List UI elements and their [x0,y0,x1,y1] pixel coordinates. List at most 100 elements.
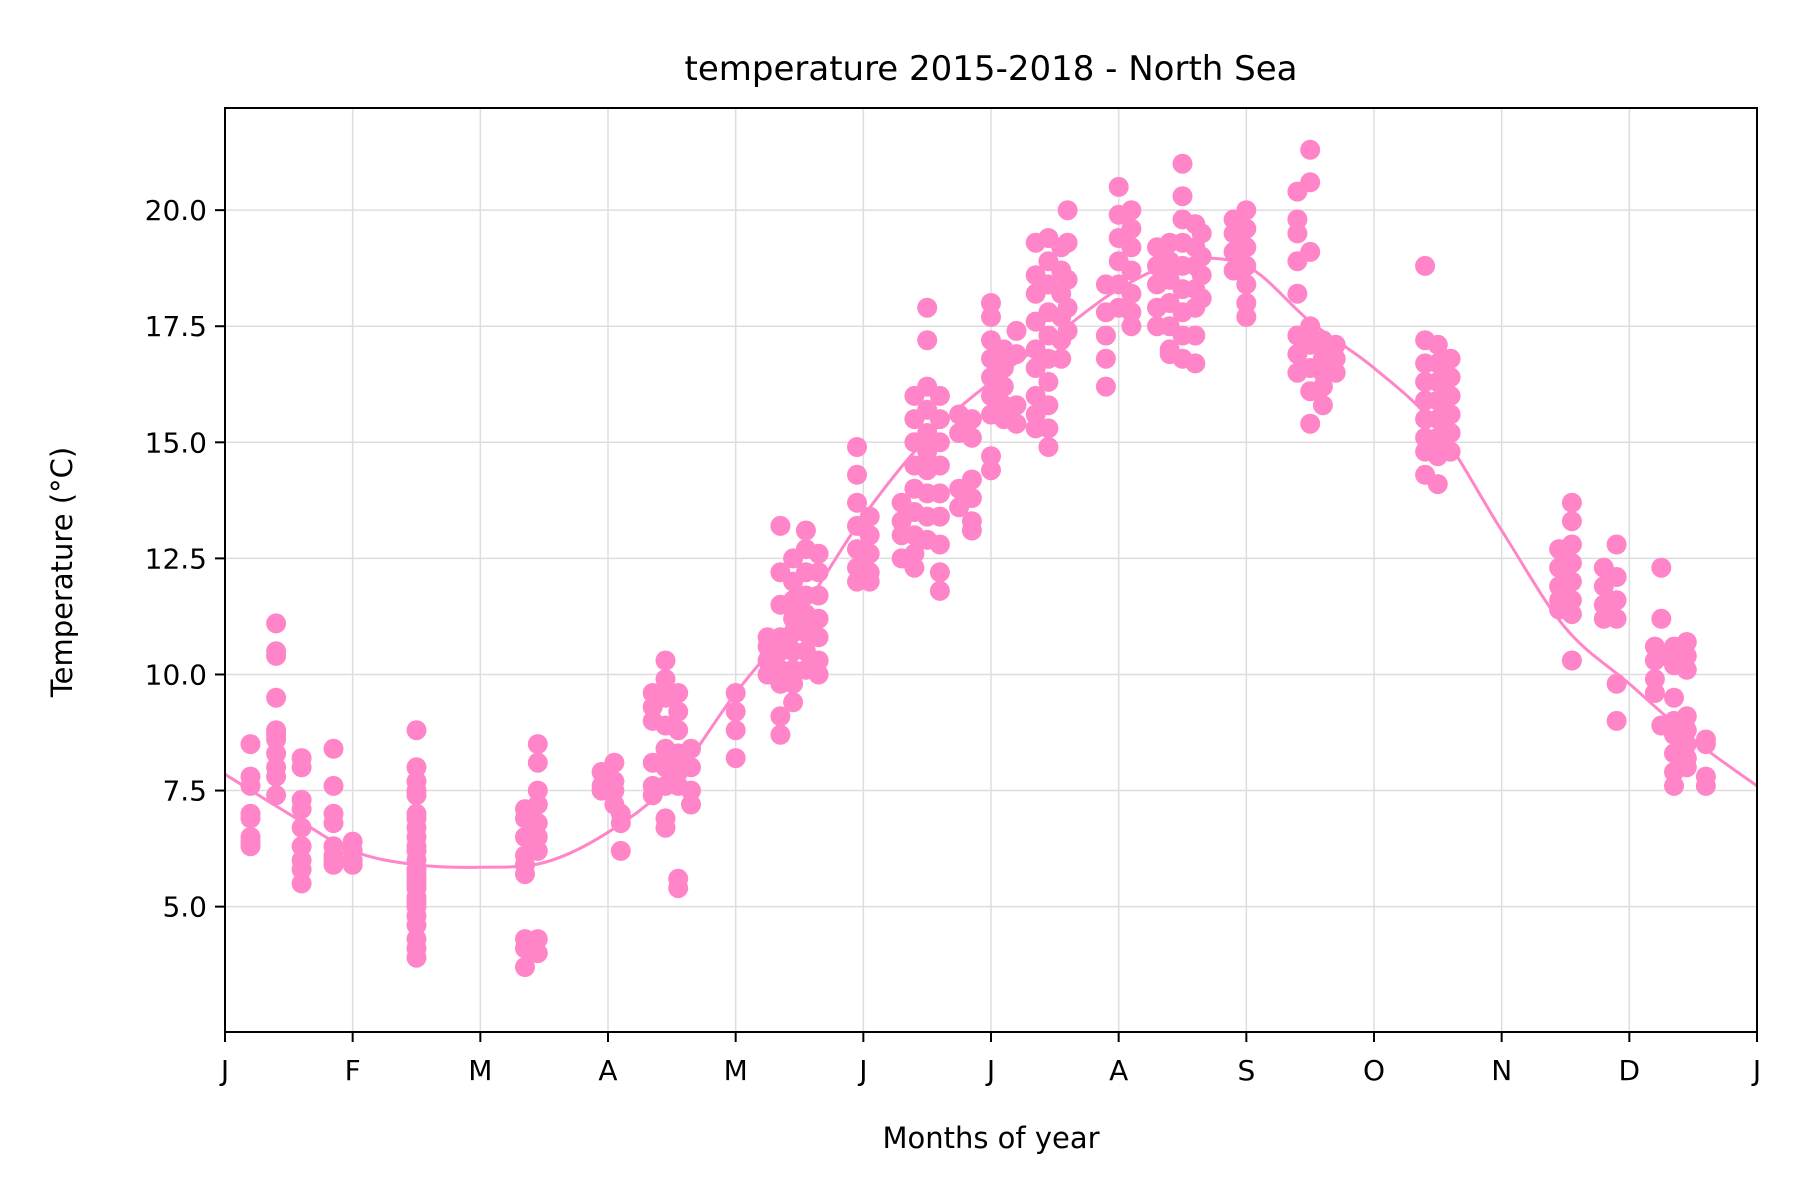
data-point [904,543,925,564]
data-point [406,780,427,801]
data-point [1108,176,1129,197]
data-point [1057,320,1078,341]
data-point [783,692,804,713]
data-point [929,506,950,527]
data-point [240,803,261,824]
data-point [266,613,287,634]
data-point [859,571,880,592]
data-point [1172,186,1193,207]
data-point [1006,395,1027,416]
x-tick-label: J [857,1054,867,1087]
data-point [808,627,829,648]
data-point [961,427,982,448]
data-point [668,878,689,899]
data-point [1440,367,1461,388]
data-point [1676,720,1697,741]
data-point [527,752,548,773]
data-point [1006,413,1027,434]
data-point [808,650,829,671]
x-tick-label: N [1491,1054,1512,1087]
data-point [1121,316,1142,337]
data-point [655,650,676,671]
data-point [655,817,676,838]
data-point [291,789,312,810]
data-point [1676,632,1697,652]
data-point [1057,297,1078,318]
data-point [1561,553,1582,573]
data-point [406,915,427,936]
data-point [406,757,427,778]
data-point [1606,673,1627,694]
data-point [725,720,746,741]
data-point [1191,288,1212,309]
y-axis-ticks: 5.0 7.5 10.0 12.5 15.0 17.5 20.0 [145,194,225,924]
data-point [770,515,791,536]
data-point [1236,237,1257,258]
data-point [406,836,427,857]
data-point [1057,232,1078,253]
data-point [770,724,791,745]
data-point [1191,223,1212,244]
data-point [610,840,631,861]
y-tick-label: 17.5 [145,310,207,343]
data-point [1038,371,1059,392]
data-point [1121,218,1142,239]
data-point [1236,293,1257,313]
data-point [1325,348,1346,369]
x-tick-label: O [1363,1054,1385,1087]
data-point [1440,404,1461,425]
data-point [342,854,363,875]
data-point [1038,418,1059,439]
y-axis-title: Temperature (°C) [45,447,79,698]
data-point [266,785,287,806]
data-point [1121,302,1142,323]
data-point [725,683,746,703]
data-point [1121,283,1142,304]
data-point [266,766,287,787]
data-point [1236,274,1257,295]
data-point [1651,608,1672,629]
data-point [1236,306,1257,327]
data-point [1695,775,1716,796]
data-point [323,845,344,866]
data-point [527,794,548,815]
data-point [291,757,312,778]
data-point [1057,269,1078,290]
data-point [1300,172,1321,193]
data-point [1300,316,1321,337]
data-point [1287,283,1308,304]
data-point [668,683,689,703]
data-point [291,836,312,857]
data-point [808,543,829,564]
data-point [1236,218,1257,239]
data-point [1006,344,1027,365]
data-point [1606,534,1627,555]
x-tick-label: J [985,1054,995,1087]
data-point [1644,683,1665,703]
data-point [1644,669,1665,690]
data-point [795,520,816,541]
data-point [1676,659,1697,680]
data-point [808,608,829,629]
data-point [1695,734,1716,755]
x-tick-label: F [345,1054,361,1087]
data-point [1561,492,1582,513]
data-point [1440,423,1461,443]
data-point [604,752,625,773]
data-point [1051,348,1072,369]
data-point [929,562,950,583]
data-point [681,757,701,778]
data-point [1185,353,1206,374]
data-point [929,580,950,601]
data-point [266,743,287,764]
data-point [1300,413,1321,434]
data-point [240,734,261,755]
data-point [1038,437,1059,457]
data-point [1312,376,1333,397]
data-point [1121,237,1142,258]
data-point [783,673,804,694]
data-point [406,947,427,968]
data-point [1325,362,1346,383]
